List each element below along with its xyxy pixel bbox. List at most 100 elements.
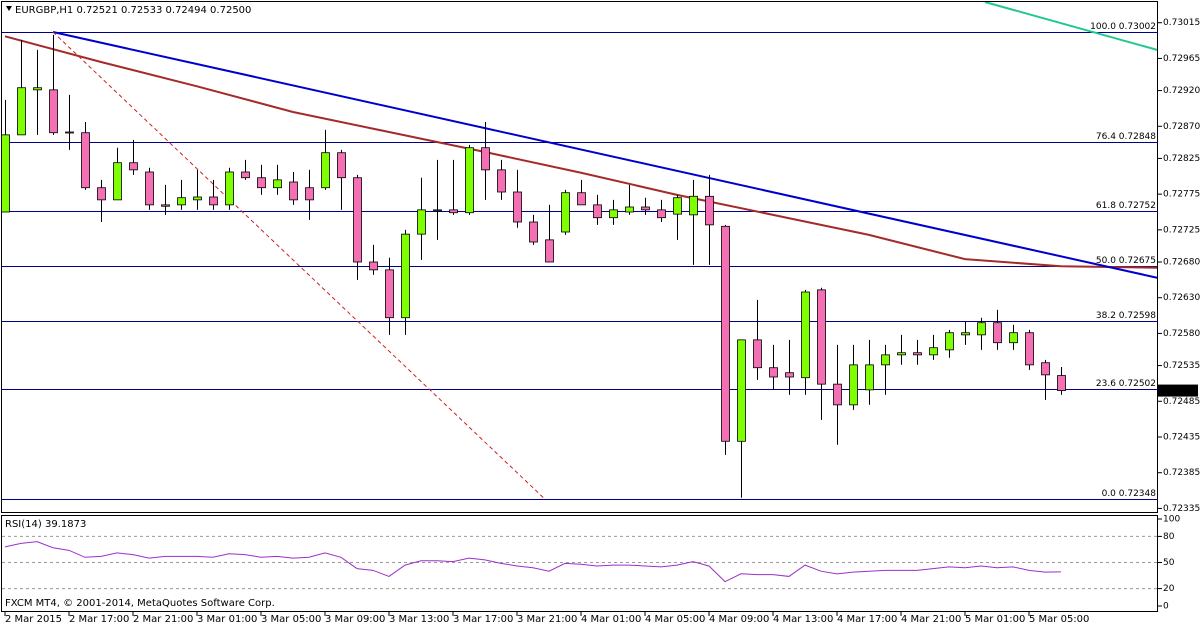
x-tick-label: 2 Mar 17:00: [69, 614, 129, 625]
rsi-y-tick-label: 80: [1163, 532, 1175, 542]
fib-label: 50.0 0.72675: [1096, 256, 1156, 266]
rsi-line: [4, 541, 1062, 583]
candle-body: [529, 221, 538, 243]
candle-body: [369, 261, 378, 271]
candle-body: [481, 147, 490, 171]
candle-body: [993, 322, 1002, 344]
candle-body: [625, 206, 634, 213]
candle-body: [545, 239, 554, 263]
indicator-line: [984, 2, 1158, 51]
y-tick-label: 0.72485: [1163, 397, 1200, 407]
y-tick-label: 0.72335: [1163, 504, 1200, 514]
y-tick-label: 0.72920: [1163, 86, 1200, 96]
x-tick-label: 4 Mar 13:00: [773, 614, 833, 625]
x-tick-label: 3 Mar 21:00: [517, 614, 577, 625]
y-tick-label: 0.72870: [1163, 122, 1200, 132]
candle-body: [657, 209, 666, 219]
indicator-lines: [4, 2, 1158, 500]
candle-body: [193, 196, 202, 201]
candle-body: [785, 372, 794, 378]
y-tick-label: 0.72580: [1163, 329, 1200, 339]
candle-body: [241, 171, 250, 179]
fib-label: 23.6 0.72502: [1096, 379, 1156, 389]
rsi-y-tick-label: 0: [1163, 602, 1169, 612]
candle-body: [401, 233, 410, 319]
candle-body: [609, 209, 618, 219]
header-icon: [6, 6, 12, 11]
x-tick-label: 4 Mar 05:00: [645, 614, 705, 625]
x-tick-label: 3 Mar 05:00: [261, 614, 321, 625]
candle-body: [337, 152, 346, 179]
candle-body: [769, 367, 778, 378]
header: EURGBP,H1 0.72521 0.72533 0.72494 0.7250…: [15, 5, 251, 16]
y-tick-label: 0.72385: [1163, 468, 1200, 478]
candle-body: [1041, 362, 1050, 376]
y-tick-label: 0.72630: [1163, 293, 1200, 303]
footer: FXCM MT4, © 2001-2014, MetaQuotes Softwa…: [5, 598, 275, 609]
candle-body: [913, 352, 922, 356]
fib-label: 100.0 0.73002: [1090, 22, 1156, 32]
candles: [1, 34, 1066, 498]
candle-body: [113, 162, 122, 201]
y-tick-label: 0.72680: [1163, 258, 1200, 268]
y-tick-label: 0.73015: [1163, 18, 1200, 28]
x-tick-label: 3 Mar 09:00: [325, 614, 385, 625]
candle-body: [817, 289, 826, 385]
candle-body: [289, 181, 298, 201]
x-tick-label: 3 Mar 01:00: [197, 614, 257, 625]
candle-body: [65, 131, 74, 134]
candle-body: [513, 191, 522, 223]
candle-body: [849, 364, 858, 406]
candle-body: [417, 209, 426, 235]
candle-body: [177, 197, 186, 206]
x-tick-label: 3 Mar 13:00: [389, 614, 449, 625]
candle-body: [385, 269, 394, 319]
rsi-y-tick-label: 100: [1163, 515, 1180, 525]
candle-body: [305, 187, 314, 201]
candle-body: [145, 171, 154, 206]
candle-body: [945, 332, 954, 351]
candle-body: [929, 347, 938, 356]
candle-body: [49, 89, 58, 134]
axes: 0.73015 0.72965 0.72920 0.72870 0.72825 0.727…: [2, 18, 1200, 625]
candle-body: [1025, 332, 1034, 366]
x-tick-label: 4 Mar 21:00: [901, 614, 961, 625]
candle-body: [977, 322, 986, 336]
candle-body: [641, 206, 650, 211]
candle-body: [753, 339, 762, 369]
candle-body: [561, 192, 570, 233]
candle-body: [593, 204, 602, 219]
x-tick-label: 4 Mar 09:00: [709, 614, 769, 625]
candle-body: [705, 195, 714, 226]
candle-body: [833, 383, 842, 406]
candle-body: [673, 197, 682, 215]
candle-body: [353, 177, 362, 263]
x-tick-label: 5 Mar 05:00: [1029, 614, 1089, 625]
candle-body: [1, 134, 10, 213]
x-tick-label: 2 Mar 2015: [5, 614, 62, 625]
candle-body: [449, 209, 458, 214]
x-tick-label: 4 Mar 01:00: [581, 614, 641, 625]
candle-body: [1057, 375, 1066, 391]
fib-label: 0.0 0.72348: [1102, 489, 1157, 499]
candle-body: [465, 147, 474, 214]
candle-body: [17, 87, 26, 136]
candle-body: [33, 87, 42, 91]
y-tick-label: 0.72775: [1163, 190, 1200, 200]
x-tick-label: 2 Mar 21:00: [133, 614, 193, 625]
current-price-label: 0.72500: [1161, 386, 1198, 396]
candle-body: [497, 169, 506, 193]
candle-body: [897, 352, 906, 356]
candle-body: [321, 152, 330, 189]
indicator-line: [4, 35, 1158, 269]
current-price-box: [1158, 384, 1198, 397]
candle-body: [1009, 332, 1018, 344]
candle-body: [577, 192, 586, 206]
indicator-line: [52, 31, 546, 500]
candle-body: [129, 162, 138, 171]
candle-body: [801, 291, 810, 379]
candle-body: [161, 204, 170, 207]
rsi-title: RSI(14) 39.1873: [5, 519, 86, 530]
